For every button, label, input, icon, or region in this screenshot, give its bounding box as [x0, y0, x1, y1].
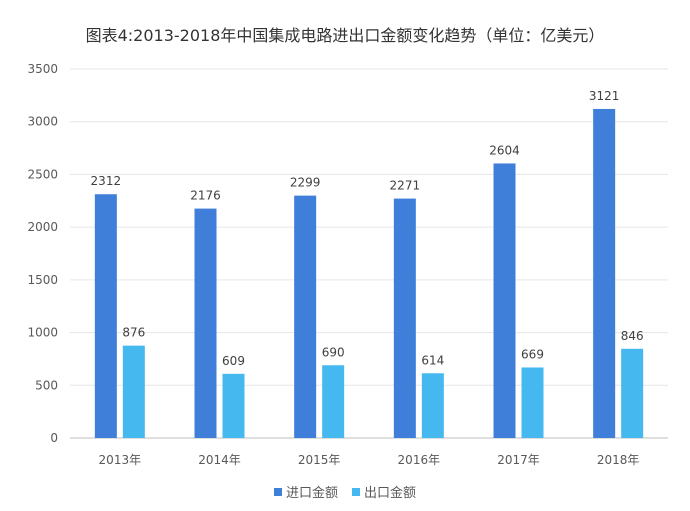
y-tick-label: 500: [35, 378, 58, 392]
data-label: 609: [222, 354, 245, 368]
bar-import: [294, 195, 317, 438]
legend-swatch-export: [352, 487, 360, 496]
y-tick-label: 0: [50, 431, 58, 445]
bar-import: [194, 208, 217, 438]
data-label: 690: [322, 345, 345, 359]
bar-import: [593, 108, 616, 438]
legend-swatch-import: [273, 487, 282, 496]
bar-export: [621, 348, 644, 438]
bar-import: [493, 163, 516, 439]
bar-import: [94, 194, 117, 438]
data-label: 876: [122, 326, 145, 340]
x-tick-label: 2014年: [198, 453, 241, 467]
y-tick-label: 1000: [27, 326, 58, 340]
x-tick-label: 2013年: [99, 453, 142, 467]
data-label: 846: [621, 329, 644, 343]
bar-export: [322, 365, 345, 438]
x-tick-label: 2015年: [298, 453, 341, 467]
chart-title: 图表4:2013-2018年中国集成电路进出口金额变化趋势（单位：亿美元）: [85, 26, 605, 45]
bar-export: [222, 373, 245, 438]
legend-item-import: 进口金额: [273, 482, 338, 501]
y-tick-label: 3500: [27, 62, 58, 76]
bar-export: [122, 345, 145, 438]
legend-label-export: 出口金额: [364, 486, 417, 501]
y-tick-label: 1500: [27, 273, 58, 287]
data-label: 669: [521, 347, 544, 361]
data-label: 2176: [190, 189, 221, 203]
x-tick-label: 2018年: [597, 453, 640, 467]
data-label: 2271: [390, 179, 421, 193]
data-label: 3121: [589, 89, 620, 103]
x-tick-label: 2016年: [398, 453, 441, 467]
data-label: 2299: [290, 176, 321, 190]
legend-item-export: 出口金额: [352, 482, 416, 501]
y-tick-label: 2000: [27, 220, 58, 234]
bar-export: [521, 367, 544, 438]
y-tick-label: 2500: [27, 167, 58, 181]
bar-export: [421, 373, 444, 438]
data-label: 2604: [489, 143, 520, 157]
legend-label-import: 进口金额: [285, 486, 338, 501]
chart-legend: 进口金额 出口金额: [0, 482, 690, 501]
data-label: 2312: [91, 174, 122, 188]
x-tick-label: 2017年: [497, 453, 540, 467]
data-label: 614: [421, 353, 444, 367]
bar-import: [393, 198, 416, 438]
y-tick-label: 3000: [27, 115, 58, 129]
